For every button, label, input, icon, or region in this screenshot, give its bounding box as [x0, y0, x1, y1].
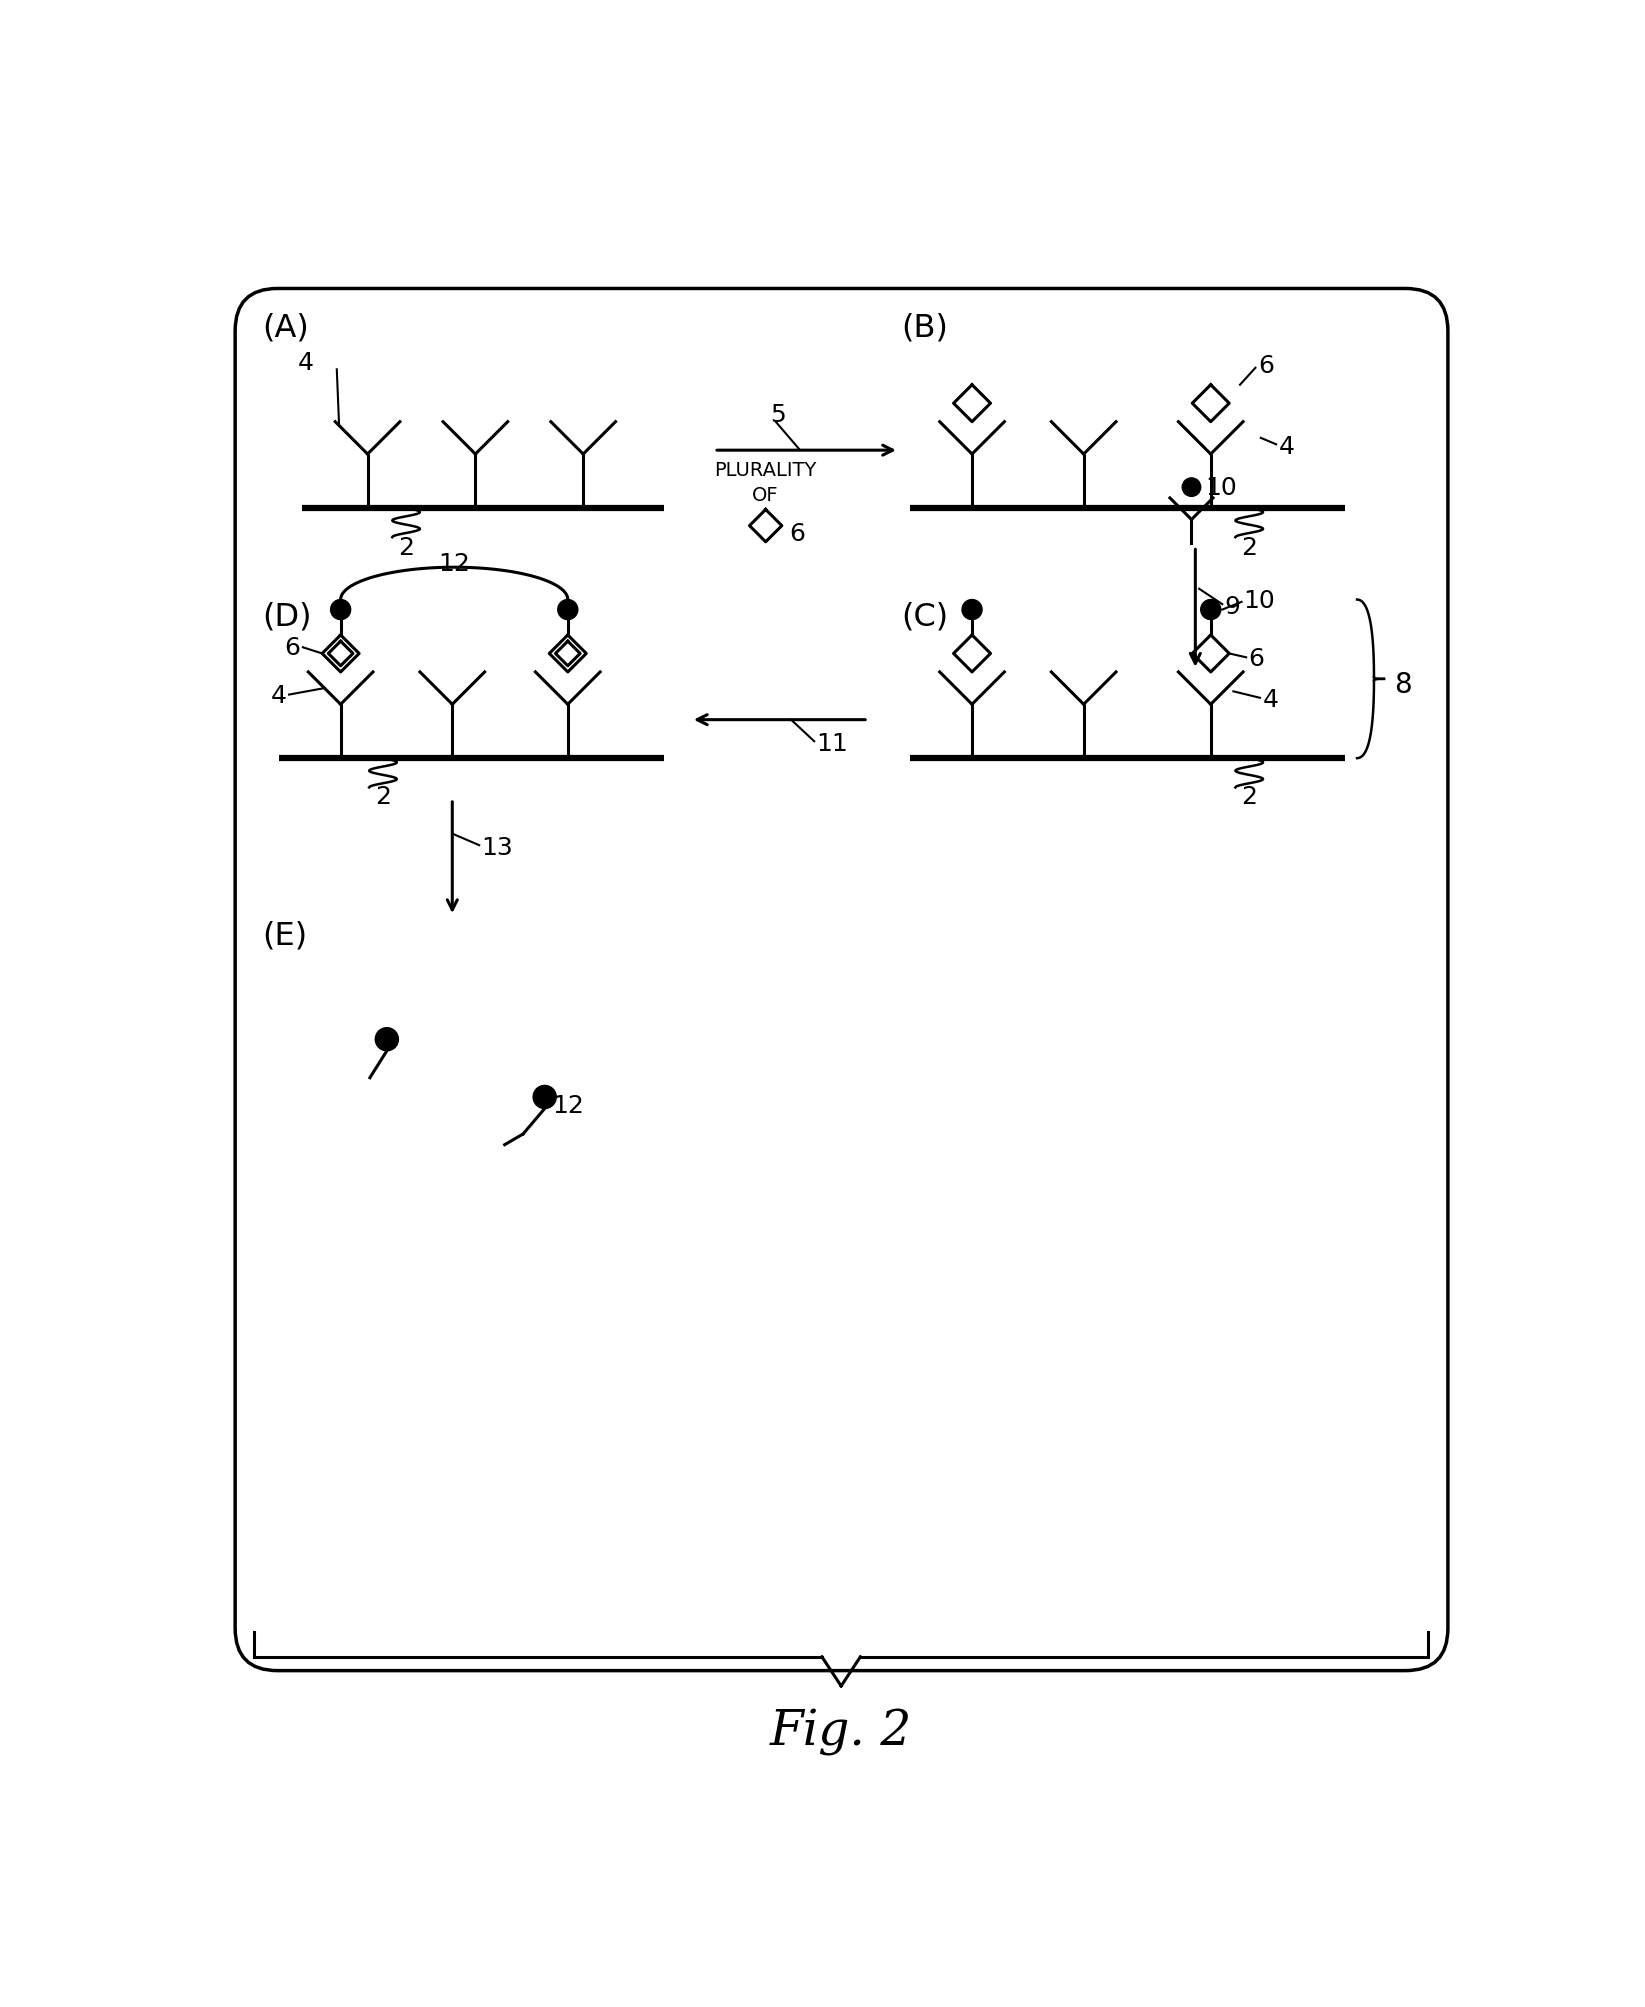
Text: 12: 12: [438, 552, 470, 576]
Text: 10: 10: [1244, 588, 1275, 612]
Text: Fig. 2: Fig. 2: [770, 1708, 913, 1754]
Text: 4: 4: [271, 684, 286, 708]
Text: 11: 11: [816, 731, 849, 755]
Text: 13: 13: [482, 835, 513, 859]
Circle shape: [962, 600, 982, 620]
Text: 2: 2: [398, 536, 415, 560]
Circle shape: [1183, 478, 1201, 498]
Text: (E): (E): [262, 921, 308, 951]
Text: 9: 9: [1224, 596, 1240, 620]
Text: OF: OF: [752, 486, 780, 504]
Text: 4: 4: [1262, 688, 1278, 712]
Circle shape: [558, 600, 577, 620]
Text: 2: 2: [1242, 536, 1257, 560]
Text: (A): (A): [262, 313, 309, 343]
Text: 6: 6: [1249, 646, 1265, 670]
Text: 10: 10: [1206, 476, 1237, 500]
Circle shape: [331, 600, 350, 620]
Text: 4: 4: [298, 351, 314, 375]
Circle shape: [533, 1086, 556, 1110]
Text: PLURALITY: PLURALITY: [714, 462, 818, 480]
Text: 12: 12: [553, 1094, 584, 1118]
Text: 2: 2: [375, 785, 392, 809]
Circle shape: [375, 1028, 398, 1052]
Text: 4: 4: [1278, 436, 1295, 460]
Text: 8: 8: [1393, 670, 1411, 698]
Text: 6: 6: [790, 522, 804, 546]
Text: 6: 6: [1258, 355, 1275, 377]
Text: 6: 6: [285, 634, 301, 658]
Text: (B): (B): [901, 313, 948, 343]
Text: 2: 2: [1242, 785, 1257, 809]
Text: (C): (C): [901, 600, 948, 632]
Circle shape: [1201, 600, 1221, 620]
Text: 5: 5: [770, 403, 786, 427]
Text: (D): (D): [262, 600, 311, 632]
